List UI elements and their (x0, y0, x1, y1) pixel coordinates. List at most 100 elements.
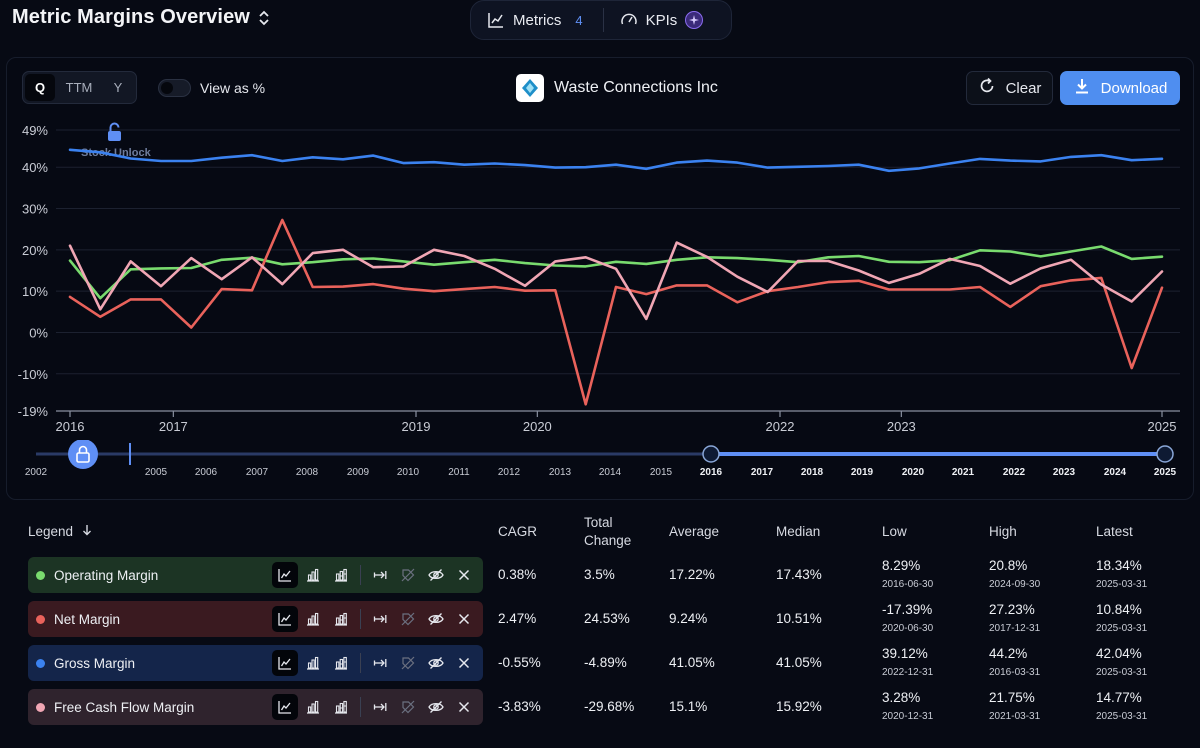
metrics-count-badge: 4 (575, 12, 583, 28)
eye-off-icon[interactable] (423, 650, 449, 676)
timeline-year-label[interactable]: 2020 (902, 467, 925, 478)
eye-off-icon[interactable] (423, 694, 449, 720)
column-header-total-change[interactable]: Total Change (584, 515, 632, 548)
tag-off-icon[interactable] (395, 650, 421, 676)
bar-chart-icon[interactable] (300, 650, 326, 676)
stacked-bar-icon[interactable] (328, 694, 354, 720)
bar-chart-icon[interactable] (300, 606, 326, 632)
column-header-median[interactable]: Median (776, 524, 821, 539)
clear-button[interactable]: Clear (966, 71, 1053, 105)
cell-average: 41.05% (669, 655, 715, 670)
close-icon[interactable] (451, 606, 477, 632)
timeline-year-label[interactable]: 2007 (246, 467, 269, 478)
timeline-year-label[interactable]: 2012 (498, 467, 521, 478)
eye-off-icon[interactable] (423, 606, 449, 632)
line-chart-icon[interactable] (272, 694, 298, 720)
timeline-year-label[interactable]: 2015 (650, 467, 673, 478)
range-start-handle[interactable] (702, 445, 720, 463)
column-header-low[interactable]: Low (882, 524, 907, 539)
legend-row-net-margin[interactable]: Net Margin (28, 601, 483, 637)
period-yearly-button[interactable]: Y (113, 80, 123, 95)
stacked-bar-icon[interactable] (328, 562, 354, 588)
period-quarterly-button[interactable]: Q (25, 74, 55, 101)
series-line-gross-margin[interactable] (68, 148, 1164, 173)
clear-button-label: Clear (1005, 79, 1042, 97)
timeline-year-label[interactable]: 2022 (1003, 467, 1026, 478)
timeline-year-label[interactable]: 2024 (1104, 467, 1127, 478)
series-line-free-cash-flow-margin[interactable] (68, 241, 1164, 321)
eye-off-icon[interactable] (423, 562, 449, 588)
company-name: Waste Connections Inc (554, 79, 718, 96)
cell-average: 15.1% (669, 699, 708, 714)
period-ttm-button[interactable]: TTM (65, 80, 93, 95)
close-icon[interactable] (451, 650, 477, 676)
x-tick-label: 2025 (1148, 419, 1177, 434)
series-line-net-margin[interactable] (68, 218, 1164, 406)
line-chart-icon[interactable] (272, 562, 298, 588)
x-tick-label: 2019 (402, 419, 431, 434)
x-tick-label: 2017 (159, 419, 188, 434)
series-actions (272, 645, 479, 681)
column-header-high[interactable]: High (989, 524, 1017, 539)
timeline-year-label[interactable]: 2013 (549, 467, 572, 478)
view-as-percent-toggle[interactable] (158, 79, 191, 97)
tag-off-icon[interactable] (395, 694, 421, 720)
cell-latest-date: 2025-03-31 (1096, 711, 1148, 722)
legend-header[interactable]: Legend (28, 524, 93, 539)
line-chart-icon[interactable] (272, 606, 298, 632)
move-to-axis-icon[interactable] (367, 694, 393, 720)
cell-latest-date: 2025-03-31 (1096, 667, 1148, 678)
cell-median: 41.05% (776, 655, 822, 670)
close-icon[interactable] (451, 694, 477, 720)
cell-low: 3.28% (882, 690, 921, 705)
timeline-year-label[interactable]: 2010 (397, 467, 420, 478)
timeline-year-label[interactable]: 2006 (195, 467, 218, 478)
column-header-latest[interactable]: Latest (1096, 524, 1133, 539)
year-range-slider[interactable]: 2002 2005 2006 2007 2008 2009 2010 2011 2012 2013… (0, 440, 1200, 480)
view-as-percent-label: View as % (200, 80, 266, 96)
cell-low-date: 2016-06-30 (882, 579, 934, 590)
legend-row-gross-margin[interactable]: Gross Margin (28, 645, 483, 681)
timeline-year-label[interactable]: 2011 (448, 467, 470, 478)
timeline-year-label[interactable]: 2016 (700, 467, 723, 478)
series-name: Free Cash Flow Margin (54, 699, 195, 715)
tag-off-icon[interactable] (395, 606, 421, 632)
move-to-axis-icon[interactable] (367, 606, 393, 632)
line-chart-icon[interactable] (272, 650, 298, 676)
column-header-cagr[interactable]: CAGR (498, 524, 538, 539)
move-to-axis-icon[interactable] (367, 562, 393, 588)
legend-row-operating-margin[interactable]: Operating Margin (28, 557, 483, 593)
bar-chart-icon[interactable] (300, 694, 326, 720)
x-tick-label: 2023 (887, 419, 916, 434)
tab-metrics[interactable]: Metrics 4 (471, 1, 599, 39)
stacked-bar-icon[interactable] (328, 606, 354, 632)
timeline-year-label[interactable]: 2025 (1154, 467, 1177, 478)
stacked-bar-icon[interactable] (328, 650, 354, 676)
timeline-year-label[interactable]: 2019 (851, 467, 874, 478)
page-title-group[interactable]: Metric Margins Overview (12, 6, 270, 29)
tag-off-icon[interactable] (395, 562, 421, 588)
y-tick-label: 49% (22, 123, 48, 138)
timeline-year-label[interactable]: 2018 (801, 467, 824, 478)
bar-chart-icon[interactable] (300, 562, 326, 588)
page-title: Metric Margins Overview (12, 6, 250, 28)
timeline-year-label[interactable]: 2021 (952, 467, 975, 478)
timeline-year-label[interactable]: 2009 (347, 467, 370, 478)
margins-line-chart: 49% 40% 30% 20% 10% 0% -10% -19% 2016 2017 2019 202… (18, 122, 1180, 434)
timeline-year-label[interactable]: 2023 (1053, 467, 1076, 478)
company-logo-icon (516, 74, 544, 102)
timeline-year-label[interactable]: 2008 (296, 467, 319, 478)
download-button[interactable]: Download (1060, 71, 1180, 105)
timeline-year-label[interactable]: 2005 (145, 467, 168, 478)
close-icon[interactable] (451, 562, 477, 588)
move-to-axis-icon[interactable] (367, 650, 393, 676)
timeline-year-label[interactable]: 2014 (599, 467, 622, 478)
lock-handle-icon[interactable] (68, 440, 98, 469)
tab-kpis[interactable]: KPIs (604, 1, 720, 39)
legend-row-free-cash-flow-margin[interactable]: Free Cash Flow Margin (28, 689, 483, 725)
range-end-handle[interactable] (1156, 445, 1174, 463)
column-header-average[interactable]: Average (669, 524, 720, 539)
timeline-year-label[interactable]: 2002 (25, 467, 48, 478)
timeline-year-label[interactable]: 2017 (751, 467, 774, 478)
sort-toggle-icon[interactable] (258, 9, 270, 27)
